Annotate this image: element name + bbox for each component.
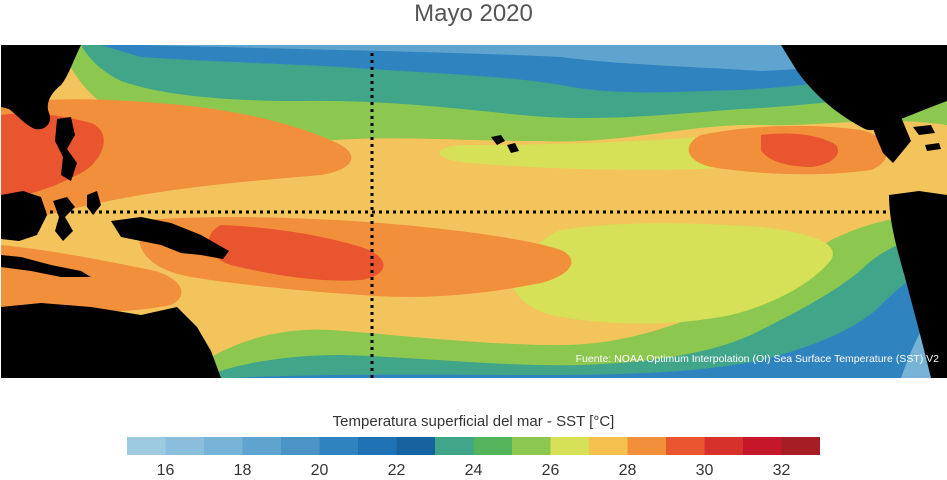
- colorbar-swatch: [127, 437, 167, 455]
- land-java: [1, 255, 91, 277]
- land-philippines: [55, 117, 77, 181]
- colorbar-swatch: [781, 437, 820, 455]
- hot-south: [208, 225, 384, 281]
- colorbar-tick-label: 20: [310, 462, 329, 479]
- colorbar-swatch: [281, 437, 321, 455]
- land-south-america: [889, 191, 947, 378]
- map-title: Mayo 2020: [414, 0, 533, 27]
- land-central-america: [871, 117, 911, 163]
- sst-map: Fuente: NOAA Optimum Interpolation (OI) …: [1, 45, 947, 378]
- land-australia: [1, 303, 221, 378]
- colorbar-tick-label: 26: [541, 462, 560, 479]
- colorbar-swatch: [589, 437, 629, 455]
- colorbar-swatch: [435, 437, 475, 455]
- colorbar-swatch: [512, 437, 552, 455]
- land-north-america: [781, 45, 947, 131]
- colorbar-swatch: [743, 437, 783, 455]
- hot-east: [761, 133, 839, 167]
- colorbar-swatch: [704, 437, 744, 455]
- warm-southwest: [1, 245, 182, 312]
- colorbar-label: Temperatura superficial del mar - SST [°…: [332, 413, 615, 430]
- colorbar-swatch: [242, 437, 282, 455]
- colorbar-swatch: [165, 437, 205, 455]
- land-sulawesi: [53, 197, 75, 241]
- land-new-guinea: [111, 217, 229, 259]
- colorbar-tick-label: 32: [772, 462, 791, 479]
- north-light-blue-band: [141, 45, 947, 71]
- colorbar-swatch: [473, 437, 513, 455]
- colorbar-swatch: [358, 437, 398, 455]
- colorbar: [127, 437, 820, 455]
- land-caribbean: [913, 125, 941, 151]
- south-teal-band: [201, 235, 947, 378]
- land-borneo: [1, 191, 47, 241]
- colorbar-swatch: [666, 437, 706, 455]
- colorbar-tick-label: 18: [233, 462, 252, 479]
- hot-west: [1, 113, 104, 200]
- colorbar-swatch: [627, 437, 667, 455]
- colorbar-tick-label: 22: [387, 462, 406, 479]
- south-blue-band: [231, 265, 947, 378]
- colorbar-swatch: [204, 437, 244, 455]
- land-moluccas: [87, 191, 101, 215]
- land-hawaii: [491, 135, 519, 153]
- land-asia: [1, 45, 81, 130]
- colorbar-swatch: [319, 437, 359, 455]
- colorbar-swatch: [396, 437, 436, 455]
- colorbar-tick-label: 24: [464, 462, 483, 479]
- colorbar-tick-label: 16: [156, 462, 175, 479]
- yellowgreen-east: [513, 223, 833, 324]
- source-note: Fuente: NOAA Optimum Interpolation (OI) …: [576, 353, 940, 365]
- colorbar-tick-label: 30: [695, 462, 714, 479]
- colorbar-tick-label: 28: [618, 462, 637, 479]
- colorbar-swatch: [550, 437, 590, 455]
